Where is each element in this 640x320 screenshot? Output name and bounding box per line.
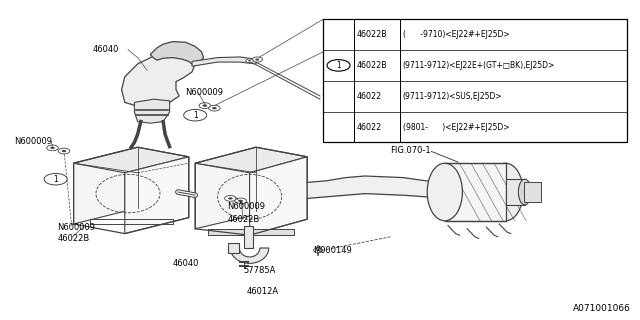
Polygon shape (195, 147, 307, 173)
Ellipse shape (488, 163, 524, 221)
Text: 1: 1 (53, 175, 58, 184)
Bar (323, 19, 627, 142)
Polygon shape (506, 179, 525, 205)
Circle shape (212, 107, 217, 109)
Text: 46040: 46040 (93, 45, 119, 54)
Circle shape (61, 150, 67, 152)
Circle shape (47, 145, 58, 151)
Text: N600009: N600009 (14, 137, 52, 146)
Circle shape (202, 104, 207, 107)
Circle shape (252, 57, 262, 62)
Text: N600009: N600009 (227, 202, 265, 211)
Polygon shape (125, 157, 189, 234)
Ellipse shape (428, 163, 462, 221)
Text: 46022: 46022 (356, 92, 381, 101)
Circle shape (314, 248, 323, 252)
Text: N600009: N600009 (58, 223, 95, 232)
Text: 1: 1 (193, 111, 198, 120)
Circle shape (58, 148, 70, 154)
Circle shape (228, 197, 233, 200)
Polygon shape (74, 147, 189, 173)
Text: (9711-9712)<EJ22E+(GT+□BK),EJ25D>: (9711-9712)<EJ22E+(GT+□BK),EJ25D> (403, 61, 555, 70)
Text: A071001066: A071001066 (573, 304, 630, 313)
Polygon shape (74, 150, 125, 224)
Polygon shape (208, 229, 294, 235)
Text: (9801-      )<EJ22#+EJ25D>: (9801- )<EJ22#+EJ25D> (403, 123, 509, 132)
Circle shape (209, 105, 220, 111)
Text: 46022: 46022 (356, 123, 381, 132)
Text: 46040: 46040 (173, 260, 199, 268)
Polygon shape (524, 182, 541, 202)
Polygon shape (250, 157, 307, 235)
Polygon shape (195, 150, 250, 229)
Text: 57785A: 57785A (243, 266, 276, 275)
Text: 46022B: 46022B (58, 234, 90, 243)
Text: (9711-9712)<SUS,EJ25D>: (9711-9712)<SUS,EJ25D> (403, 92, 502, 101)
Circle shape (255, 59, 259, 60)
Circle shape (327, 60, 350, 71)
Text: 46022B: 46022B (227, 215, 259, 224)
Circle shape (199, 103, 211, 108)
Circle shape (248, 60, 251, 61)
Text: 1: 1 (336, 61, 341, 70)
Ellipse shape (518, 179, 531, 205)
Text: M000149: M000149 (314, 246, 353, 255)
Circle shape (238, 200, 243, 202)
Text: 46022B: 46022B (356, 61, 387, 70)
Polygon shape (445, 163, 506, 221)
Circle shape (184, 109, 207, 121)
Polygon shape (228, 243, 239, 253)
Circle shape (246, 59, 253, 63)
Text: 46012A: 46012A (246, 287, 278, 296)
Text: N600009: N600009 (186, 88, 223, 97)
Circle shape (235, 198, 246, 204)
Circle shape (316, 249, 320, 251)
Polygon shape (244, 226, 253, 248)
Text: 46022B: 46022B (356, 30, 387, 39)
Polygon shape (122, 51, 195, 106)
Circle shape (50, 147, 55, 149)
Circle shape (44, 173, 67, 185)
Text: (      -9710)<EJ22#+EJ25D>: ( -9710)<EJ22#+EJ25D> (403, 30, 509, 39)
Polygon shape (150, 42, 204, 64)
Polygon shape (192, 57, 256, 66)
Circle shape (225, 196, 236, 201)
Text: FIG.070-1: FIG.070-1 (390, 146, 431, 155)
Polygon shape (134, 99, 170, 123)
Polygon shape (230, 248, 269, 263)
